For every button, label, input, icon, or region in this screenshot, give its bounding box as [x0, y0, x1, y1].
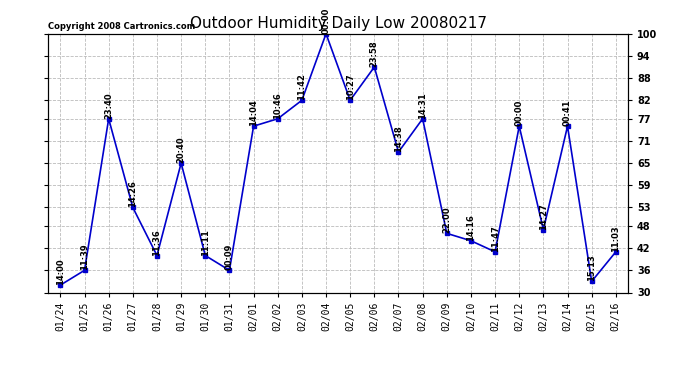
Text: 14:04: 14:04	[249, 99, 258, 126]
Text: 15:13: 15:13	[587, 255, 596, 281]
Text: 14:31: 14:31	[418, 92, 427, 119]
Text: 22:00: 22:00	[442, 207, 451, 233]
Text: Copyright 2008 Cartronics.com: Copyright 2008 Cartronics.com	[48, 22, 195, 31]
Text: 11:03: 11:03	[611, 225, 620, 252]
Text: 20:40: 20:40	[177, 136, 186, 163]
Text: 00:00: 00:00	[322, 8, 331, 34]
Text: 14:26: 14:26	[128, 181, 137, 207]
Text: 14:38: 14:38	[394, 125, 403, 152]
Text: 00:09: 00:09	[225, 244, 234, 270]
Text: 11:39: 11:39	[80, 244, 89, 270]
Text: 00:41: 00:41	[563, 99, 572, 126]
Text: 11:47: 11:47	[491, 225, 500, 252]
Text: 11:36: 11:36	[152, 229, 161, 255]
Text: 14:16: 14:16	[466, 214, 475, 241]
Text: 23:58: 23:58	[370, 40, 379, 67]
Text: 00:00: 00:00	[515, 100, 524, 126]
Text: 14:00: 14:00	[56, 258, 65, 285]
Text: 11:42: 11:42	[297, 74, 306, 100]
Text: 11:11: 11:11	[201, 229, 210, 255]
Text: 23:40: 23:40	[104, 92, 113, 119]
Text: 14:27: 14:27	[539, 203, 548, 229]
Text: 10:46: 10:46	[273, 92, 282, 119]
Text: 10:27: 10:27	[346, 74, 355, 100]
Title: Outdoor Humidity Daily Low 20080217: Outdoor Humidity Daily Low 20080217	[190, 16, 486, 31]
